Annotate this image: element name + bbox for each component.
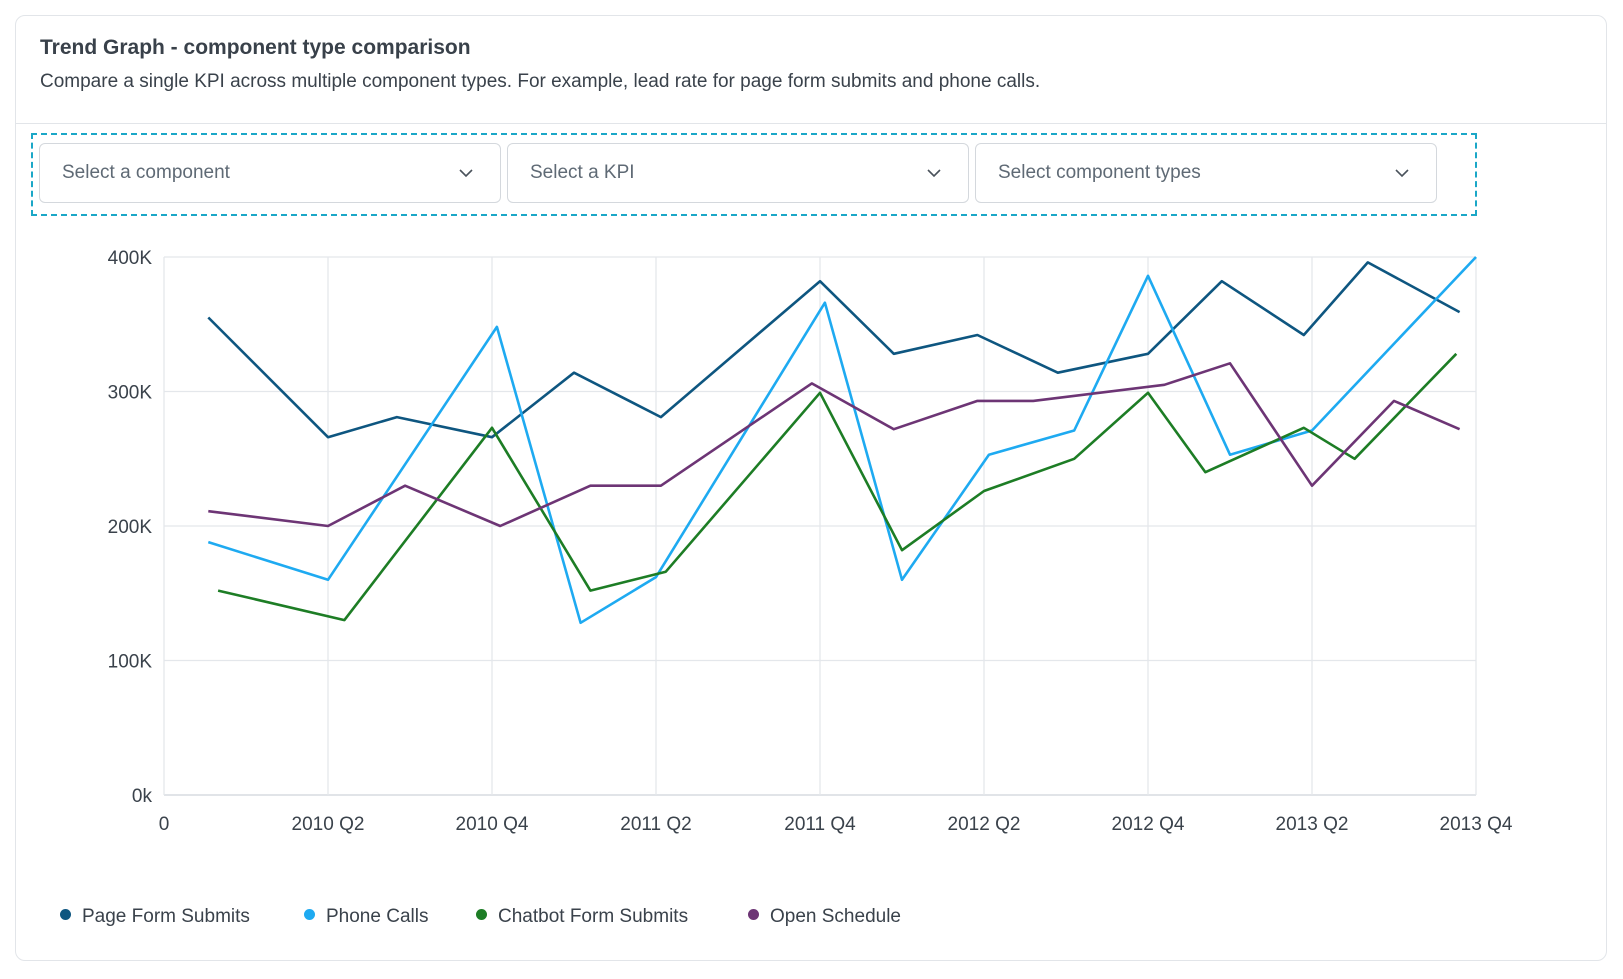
x-tick-label: 2010 Q2 [292, 814, 365, 835]
legend-item[interactable]: Page Form Submits [60, 906, 250, 928]
chevron-down-icon [927, 169, 941, 178]
component-types-select-placeholder: Select component types [998, 162, 1201, 183]
y-tick-label: 400K [108, 248, 153, 269]
component-types-select[interactable]: Select component types [975, 143, 1437, 203]
legend-dot-icon [304, 909, 315, 920]
x-tick-label: 0 [159, 814, 170, 835]
kpi-select[interactable]: Select a KPI [507, 143, 969, 203]
card-header: Trend Graph - component type comparison … [16, 16, 1606, 124]
legend-label: Open Schedule [770, 906, 901, 927]
y-tick-label: 200K [108, 517, 153, 538]
kpi-select-placeholder: Select a KPI [530, 162, 635, 183]
component-select-placeholder: Select a component [62, 162, 230, 183]
x-tick-label: 2011 Q2 [620, 814, 691, 835]
legend-item[interactable]: Chatbot Form Submits [476, 906, 688, 928]
x-tick-label: 2012 Q2 [948, 814, 1021, 835]
y-tick-label: 100K [108, 652, 153, 673]
legend-label: Chatbot Form Submits [498, 906, 689, 927]
x-tick-label: 2013 Q4 [1440, 814, 1513, 835]
y-tick-label: 300K [108, 383, 153, 404]
series-line-chatbot-form-submits [217, 352, 1458, 622]
x-tick-label: 2013 Q2 [1276, 814, 1349, 835]
chevron-down-icon [459, 169, 473, 178]
legend-dot-icon [748, 909, 759, 920]
card-subtitle: Compare a single KPI across multiple com… [40, 71, 1041, 92]
series-line-open-schedule [208, 361, 1461, 528]
series-line-page-form-submits [207, 261, 1461, 439]
legend-dot-icon [476, 909, 487, 920]
card-title: Trend Graph - component type comparison [40, 36, 471, 59]
filter-bar: Select a component Select a KPI Select c… [31, 133, 1477, 216]
legend-dot-icon [60, 909, 71, 920]
legend-item[interactable]: Phone Calls [304, 906, 428, 928]
y-tick-label: 0k [132, 786, 153, 807]
component-select[interactable]: Select a component [39, 143, 501, 203]
series-line-phone-calls [207, 256, 1477, 625]
x-tick-label: 2010 Q4 [456, 814, 529, 835]
x-tick-label: 2012 Q4 [1112, 814, 1185, 835]
legend-label: Phone Calls [326, 906, 429, 927]
trend-graph-card: Trend Graph - component type comparison … [15, 15, 1607, 961]
x-tick-label: 2011 Q4 [784, 814, 856, 835]
legend-item[interactable]: Open Schedule [748, 906, 901, 928]
legend-label: Page Form Submits [82, 906, 250, 927]
chevron-down-icon [1395, 169, 1409, 178]
